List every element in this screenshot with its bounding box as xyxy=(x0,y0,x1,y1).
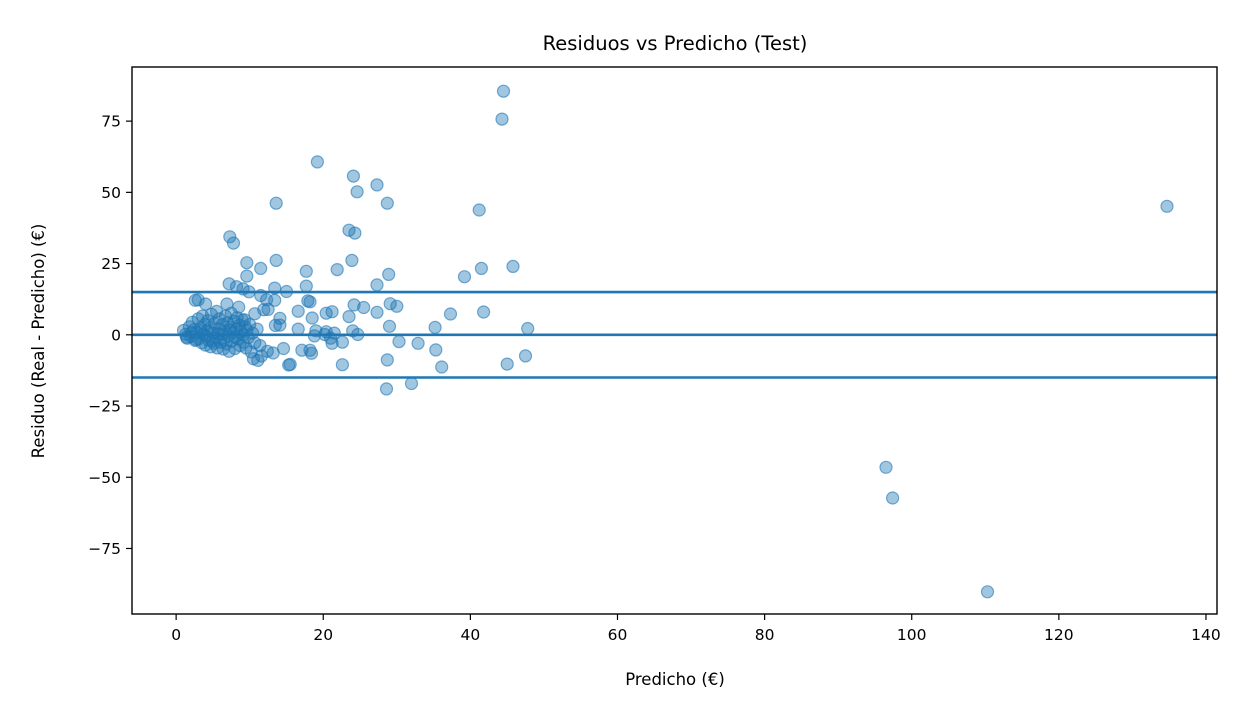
data-point xyxy=(299,279,313,293)
x-axis-label: Predicho (€) xyxy=(625,670,725,689)
data-point xyxy=(980,585,995,599)
data-point xyxy=(521,321,535,336)
x-tick-label: 140 xyxy=(1191,626,1221,644)
data-point xyxy=(383,297,397,311)
data-point xyxy=(404,376,419,391)
data-point xyxy=(303,295,317,309)
y-tick-label: 25 xyxy=(101,255,121,273)
y-tick-label: 50 xyxy=(101,184,121,202)
data-point xyxy=(283,357,297,371)
data-point xyxy=(222,277,236,291)
data-point xyxy=(472,203,486,217)
data-point xyxy=(325,336,339,350)
x-tick-label: 80 xyxy=(755,626,775,644)
axis-ticks: 0 20 40 60 80 100 120 140 −75 −50 −25 0 25 50 75 xyxy=(88,113,1220,644)
data-point xyxy=(879,460,893,474)
data-point xyxy=(357,300,371,315)
data-point xyxy=(348,226,362,240)
data-point xyxy=(380,196,394,210)
data-point xyxy=(254,261,268,275)
data-point xyxy=(379,382,394,396)
data-point xyxy=(248,307,262,321)
data-point xyxy=(429,343,443,357)
data-point xyxy=(240,269,254,283)
y-tick-label: −75 xyxy=(88,540,121,558)
data-point xyxy=(346,169,360,183)
data-point xyxy=(428,320,442,334)
data-point xyxy=(435,360,449,374)
data-point xyxy=(199,297,213,311)
data-point xyxy=(240,256,254,270)
data-point xyxy=(310,155,324,169)
data-point xyxy=(345,253,359,267)
data-point xyxy=(291,304,305,318)
data-point xyxy=(500,357,514,371)
data-point xyxy=(273,311,287,325)
data-point xyxy=(229,330,243,344)
y-tick-label: 0 xyxy=(111,326,121,344)
data-point xyxy=(342,310,356,324)
x-tick-label: 20 xyxy=(313,626,333,644)
x-tick-label: 0 xyxy=(171,626,181,644)
data-point xyxy=(496,84,511,98)
data-point xyxy=(269,196,283,210)
x-tick-label: 100 xyxy=(897,626,927,644)
data-point xyxy=(335,335,349,349)
data-point xyxy=(268,293,282,307)
data-point xyxy=(477,305,491,319)
data-point xyxy=(291,322,305,336)
data-point xyxy=(330,263,344,277)
data-point xyxy=(305,311,319,325)
plot-area xyxy=(132,84,1217,599)
data-point xyxy=(299,264,313,278)
data-point xyxy=(506,259,520,273)
x-tick-label: 60 xyxy=(608,626,628,644)
y-tick-label: −50 xyxy=(88,469,121,487)
data-point xyxy=(370,178,384,192)
x-tick-label: 120 xyxy=(1044,626,1074,644)
axes-frame xyxy=(131,66,1218,615)
data-point xyxy=(382,267,396,281)
data-point xyxy=(411,336,425,350)
data-point xyxy=(319,306,333,320)
data-point xyxy=(191,293,205,307)
y-axis-label: Residuo (Real - Predicho) (€) xyxy=(29,224,48,459)
data-point xyxy=(268,318,282,332)
data-point xyxy=(443,307,458,321)
y-tick-label: −25 xyxy=(88,398,121,416)
data-point xyxy=(276,341,291,356)
data-point xyxy=(253,339,267,353)
data-point xyxy=(382,319,397,333)
data-point xyxy=(1160,199,1174,213)
data-point xyxy=(380,353,394,367)
data-point xyxy=(335,358,349,372)
data-point xyxy=(474,261,488,275)
data-point xyxy=(495,112,509,126)
data-point xyxy=(457,270,472,284)
data-point xyxy=(390,299,404,313)
data-point xyxy=(392,335,406,349)
data-point xyxy=(518,349,533,363)
data-point xyxy=(885,491,900,505)
data-point xyxy=(304,346,319,360)
data-point xyxy=(350,185,364,199)
data-point xyxy=(250,322,264,336)
data-point xyxy=(370,278,384,292)
data-point xyxy=(269,253,283,267)
data-point xyxy=(223,230,237,244)
data-point xyxy=(273,318,287,332)
data-point xyxy=(370,305,384,319)
y-tick-label: 75 xyxy=(101,113,121,131)
data-point xyxy=(261,302,275,316)
data-point xyxy=(226,236,241,250)
chart-title: Residuos vs Predicho (Test) xyxy=(543,32,808,55)
x-tick-label: 40 xyxy=(461,626,481,644)
data-point xyxy=(347,298,361,312)
